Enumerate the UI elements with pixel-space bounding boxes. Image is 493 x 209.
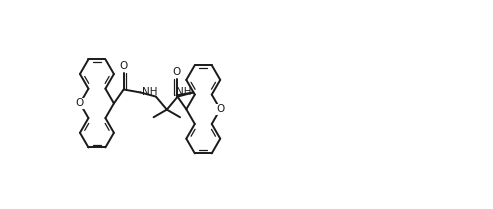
- Text: O: O: [119, 61, 128, 71]
- Text: NH: NH: [176, 87, 192, 97]
- Text: NH: NH: [141, 87, 157, 97]
- Text: O: O: [76, 98, 84, 108]
- Text: O: O: [173, 67, 181, 76]
- Text: O: O: [216, 104, 224, 114]
